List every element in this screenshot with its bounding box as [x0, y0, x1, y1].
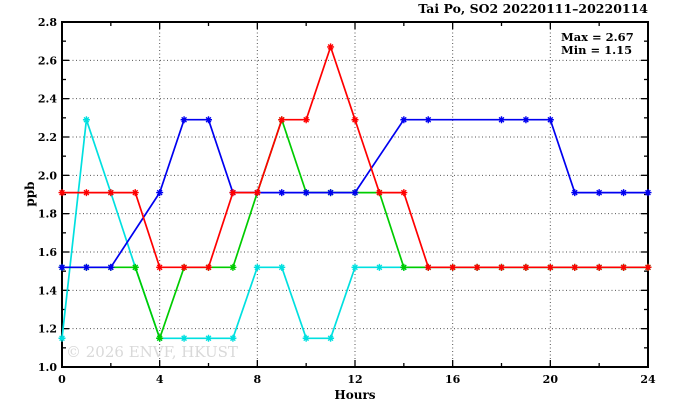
max-annotation: Max = 2.67: [561, 30, 634, 44]
asterisk-marker: [229, 189, 237, 197]
asterisk-marker: [205, 334, 212, 342]
x-tick-label: 20: [543, 373, 559, 386]
asterisk-marker: [253, 263, 261, 271]
x-tick-label: 16: [445, 373, 461, 386]
blue-series-markers: [58, 116, 652, 271]
asterisk-marker: [351, 116, 359, 124]
asterisk-marker: [644, 189, 652, 197]
asterisk-marker: [156, 263, 164, 271]
y-tick-label: 1.2: [38, 323, 57, 336]
asterisk-marker: [180, 334, 188, 342]
asterisk-marker: [278, 116, 286, 124]
x-tick-label: 4: [156, 373, 164, 386]
y-tick-label: 1.6: [38, 246, 57, 259]
asterisk-marker: [351, 263, 359, 271]
y-tick-label: 2.2: [38, 131, 57, 144]
asterisk-marker: [82, 263, 90, 271]
y-tick-label: 2.8: [38, 16, 57, 29]
asterisk-marker: [327, 189, 335, 197]
asterisk-marker: [82, 189, 90, 197]
asterisk-marker: [620, 263, 628, 271]
y-tick-label: 2.4: [38, 93, 57, 106]
asterisk-marker: [58, 263, 66, 271]
asterisk-marker: [498, 116, 505, 124]
asterisk-marker: [400, 116, 408, 124]
asterisk-marker: [131, 189, 139, 197]
asterisk-marker: [180, 263, 188, 271]
y-tick-label: 2.6: [38, 54, 57, 67]
asterisk-marker: [205, 263, 212, 271]
y-tick-label: 2.0: [38, 169, 57, 182]
asterisk-marker: [522, 263, 530, 271]
asterisk-marker: [620, 189, 628, 197]
x-tick-label: 24: [640, 373, 656, 386]
watermark: © 2026 ENVF, HKUST: [66, 343, 238, 361]
x-tick-label: 8: [254, 373, 262, 386]
asterisk-marker: [58, 189, 66, 197]
asterisk-marker: [571, 189, 579, 197]
asterisk-marker: [400, 263, 408, 271]
red-series-line: [62, 44, 648, 269]
asterisk-marker: [156, 189, 164, 197]
asterisk-marker: [229, 263, 237, 271]
data-series: [58, 43, 652, 342]
asterisk-marker: [131, 263, 139, 271]
asterisk-marker: [302, 116, 310, 124]
asterisk-marker: [302, 334, 310, 342]
asterisk-marker: [546, 116, 554, 124]
asterisk-marker: [302, 189, 310, 197]
asterisk-marker: [546, 263, 554, 271]
y-tick-label: 1.4: [38, 284, 57, 297]
asterisk-marker: [327, 334, 335, 342]
asterisk-marker: [58, 334, 66, 342]
asterisk-marker: [424, 116, 432, 124]
x-tick-label: 12: [347, 373, 362, 386]
asterisk-marker: [571, 263, 579, 271]
asterisk-marker: [449, 263, 457, 271]
red-series-markers: [58, 43, 652, 271]
asterisk-marker: [229, 334, 237, 342]
y-tick-label: 1.8: [38, 208, 57, 221]
y-tick-label: 1.0: [38, 361, 57, 374]
asterisk-marker: [498, 263, 505, 271]
asterisk-marker: [351, 189, 359, 197]
asterisk-marker: [156, 334, 164, 342]
asterisk-marker: [400, 189, 408, 197]
asterisk-marker: [375, 263, 383, 271]
asterisk-marker: [180, 116, 188, 124]
asterisk-marker: [375, 189, 383, 197]
asterisk-marker: [253, 189, 261, 197]
chart-title: Tai Po, SO2 20220111–20220114: [418, 1, 648, 16]
x-axis-title: Hours: [334, 388, 375, 402]
asterisk-marker: [205, 116, 212, 124]
asterisk-marker: [595, 263, 603, 271]
asterisk-marker: [522, 116, 530, 124]
asterisk-marker: [595, 189, 603, 197]
x-tick-label: 0: [58, 373, 66, 386]
asterisk-marker: [82, 116, 90, 124]
asterisk-marker: [473, 263, 481, 271]
asterisk-marker: [424, 263, 432, 271]
asterisk-marker: [278, 263, 286, 271]
min-annotation: Min = 1.15: [561, 43, 632, 57]
asterisk-marker: [278, 189, 286, 197]
asterisk-marker: [107, 189, 115, 197]
asterisk-marker: [644, 263, 652, 271]
tick-labels: 0 4 8 12 16 20 24 1.0 1.2 1.4 1.6 1.8 2.0 2.2 2.4 2.6 2.…: [38, 16, 656, 386]
y-axis-title: ppb: [23, 181, 37, 206]
asterisk-marker: [327, 43, 335, 51]
asterisk-marker: [107, 263, 115, 271]
